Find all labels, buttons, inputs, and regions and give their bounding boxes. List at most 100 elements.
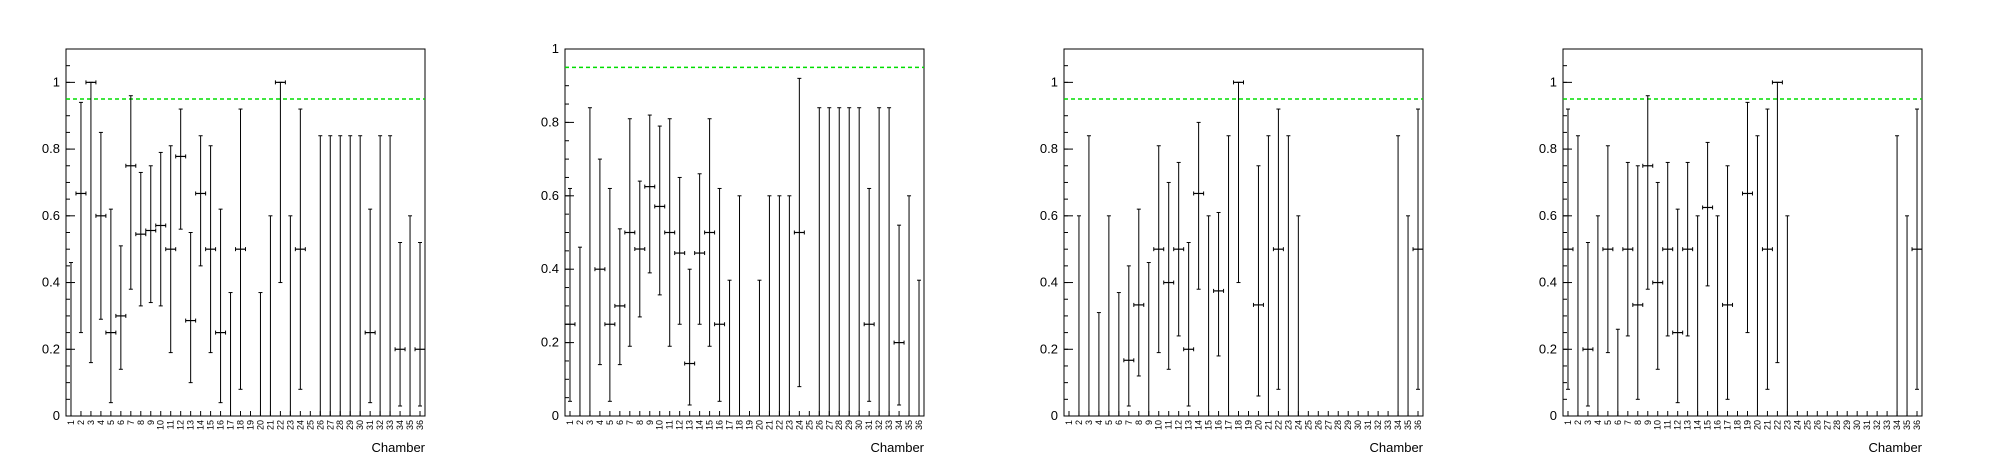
x-tick-label: 15 — [206, 420, 216, 430]
x-tick-label: 7 — [1124, 420, 1134, 425]
x-tick-label: 20 — [255, 420, 265, 430]
x-tick-label: 4 — [1094, 420, 1104, 425]
x-axis-label: Chamber — [871, 440, 925, 455]
x-tick-label: 29 — [1343, 420, 1353, 430]
x-tick-label: 16 — [1713, 420, 1723, 430]
x-tick-label: 36 — [914, 420, 924, 430]
x-tick-label: 22 — [275, 420, 285, 430]
x-tick-label: 27 — [325, 420, 335, 430]
x-tick-label: 26 — [1313, 420, 1323, 430]
chart-panel-1: 0 0.2 0.4 0.6 0.8 1 1 2 3 4 5 6 7 8 9 10 11 12 13 14 15 16 17 1… — [0, 0, 499, 472]
x-tick-label: 12 — [1174, 420, 1184, 430]
x-tick-label: 30 — [355, 420, 365, 430]
y-tick-label: 0.8 — [42, 141, 60, 156]
x-tick-label: 35 — [1403, 420, 1413, 430]
x-tick-label: 29 — [345, 420, 355, 430]
x-tick-label: 18 — [236, 420, 246, 430]
x-tick-label: 26 — [814, 420, 824, 430]
chart-svg: 00.20.40.60.811 2 3 4 5 6 7 8 9 10 11 12 13 14 15 16 17 1… — [541, 41, 925, 455]
x-tick-label: 16 — [216, 420, 226, 430]
x-tick-label: 8 — [1633, 420, 1643, 425]
y-tick-label: 0 — [53, 408, 60, 423]
x-tick-label: 6 — [1114, 420, 1124, 425]
x-tick-label: 10 — [156, 420, 166, 430]
x-tick-label: 2 — [76, 420, 86, 425]
x-tick-label: 17 — [1224, 420, 1234, 430]
y-tick-label: 0 — [1550, 408, 1557, 423]
x-tick-label: 33 — [1383, 420, 1393, 430]
x-tick-label: 29 — [1842, 420, 1852, 430]
y-tick-label: 0.6 — [541, 188, 559, 203]
chart-svg: 00.20.40.60.811 2 3 4 5 6 7 8 9 10 11 12 13 14 15 16 17 1… — [1040, 48, 1424, 455]
x-tick-label: 31 — [1363, 420, 1373, 430]
x-tick-label: 18 — [1234, 420, 1244, 430]
x-axis-label: Chamber — [372, 440, 426, 455]
x-tick-label: 8 — [635, 420, 645, 425]
x-tick-label: 9 — [146, 420, 156, 425]
x-tick-label: 30 — [1852, 420, 1862, 430]
x-tick-label: 16 — [715, 420, 725, 430]
x-tick-label: 13 — [1683, 420, 1693, 430]
x-tick-label: 15 — [1703, 420, 1713, 430]
x-tick-label: 34 — [894, 420, 904, 430]
x-tick-label: 10 — [1653, 420, 1663, 430]
x-tick-label: 6 — [615, 420, 625, 425]
y-tick-label: 1 — [1550, 74, 1557, 89]
x-tick-label: 23 — [784, 420, 794, 430]
x-tick-label: 10 — [1154, 420, 1164, 430]
y-tick-label: 0 — [552, 408, 559, 423]
x-tick-label: 34 — [1892, 420, 1902, 430]
x-tick-label: 27 — [824, 420, 834, 430]
x-tick-label: 14 — [695, 420, 705, 430]
x-tick-label: 31 — [864, 420, 874, 430]
x-tick-label: 27 — [1822, 420, 1832, 430]
x-tick-label: 4 — [1593, 420, 1603, 425]
x-tick-label: 15 — [705, 420, 715, 430]
x-tick-label: 17 — [1723, 420, 1733, 430]
x-tick-label: 19 — [744, 420, 754, 430]
x-tick-label: 5 — [106, 420, 116, 425]
x-tick-label: 25 — [804, 420, 814, 430]
y-tick-label: 0.2 — [1040, 341, 1058, 356]
y-tick-label: 0.8 — [1539, 141, 1557, 156]
x-tick-label: 9 — [1144, 420, 1154, 425]
x-tick-label: 2 — [1573, 420, 1583, 425]
x-tick-label: 36 — [1413, 420, 1423, 430]
x-tick-label: 23 — [1782, 420, 1792, 430]
x-axis-label: Chamber — [1370, 440, 1424, 455]
x-tick-label: 8 — [136, 420, 146, 425]
x-tick-label: 35 — [405, 420, 415, 430]
x-tick-label: 24 — [1792, 420, 1802, 430]
x-tick-label: 9 — [1643, 420, 1653, 425]
x-tick-label: 31 — [365, 420, 375, 430]
x-tick-label: 25 — [1802, 420, 1812, 430]
x-tick-label: 22 — [1273, 420, 1283, 430]
x-tick-label: 24 — [295, 420, 305, 430]
x-tick-label: 14 — [196, 420, 206, 430]
x-tick-label: 26 — [1812, 420, 1822, 430]
x-tick-label: 18 — [735, 420, 745, 430]
chart-panel-2: 0 0.2 0.4 0.6 0.8 1 1 2 3 4 5 6 7 8 9 10 11 12 13 14 15 16 17 1… — [499, 0, 998, 472]
x-tick-label: 3 — [1583, 420, 1593, 425]
x-tick-label: 12 — [1673, 420, 1683, 430]
chart-svg: 00.20.40.60.811 2 3 4 5 6 7 8 9 10 11 12 13 14 15 16 17 1… — [42, 48, 426, 455]
x-tick-label: 3 — [1084, 420, 1094, 425]
x-tick-label: 29 — [844, 420, 854, 430]
x-tick-label: 12 — [675, 420, 685, 430]
x-tick-label: 11 — [1164, 420, 1174, 429]
y-tick-label: 0.6 — [42, 208, 60, 223]
x-tick-label: 19 — [245, 420, 255, 430]
x-tick-label: 2 — [1074, 420, 1084, 425]
x-tick-label: 30 — [854, 420, 864, 430]
x-tick-label: 13 — [1184, 420, 1194, 430]
y-tick-label: 0.4 — [1040, 275, 1058, 290]
x-tick-label: 1 — [1563, 420, 1573, 425]
x-tick-label: 33 — [1882, 420, 1892, 430]
x-tick-label: 31 — [1862, 420, 1872, 430]
y-tick-label: 0.8 — [1040, 141, 1058, 156]
y-tick-label: 0.8 — [541, 114, 559, 129]
x-tick-label: 24 — [794, 420, 804, 430]
x-tick-label: 5 — [1104, 420, 1114, 425]
x-tick-label: 3 — [585, 420, 595, 425]
